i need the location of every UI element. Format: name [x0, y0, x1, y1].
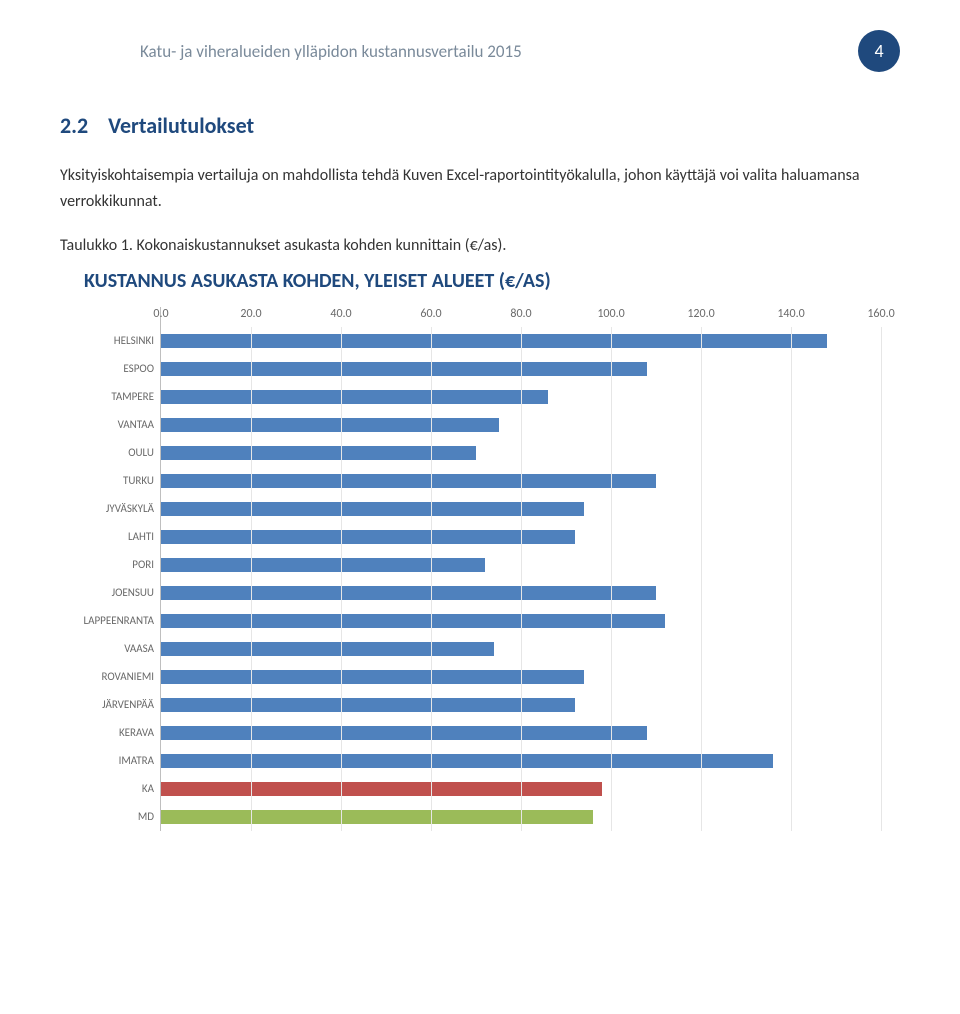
- running-title: Katu- ja viheralueiden ylläpidon kustann…: [60, 41, 522, 62]
- chart-bar-row: [161, 663, 900, 691]
- section-title: Vertailutulokset: [108, 112, 254, 139]
- chart-category-label: ESPOO: [60, 355, 160, 383]
- chart-bar: [161, 782, 602, 796]
- chart-category-label: ROVANIEMI: [60, 663, 160, 691]
- chart-gridline: [611, 327, 612, 831]
- chart-bar-row: [161, 803, 900, 831]
- chart-bar: [161, 726, 647, 740]
- chart-bar-row: [161, 747, 900, 775]
- chart-bar-row: [161, 691, 900, 719]
- chart-x-ticks: 0.020.040.060.080.0100.0120.0140.0160.0: [161, 307, 900, 327]
- cost-per-resident-chart: KUSTANNUS ASUKASTA KOHDEN, YLEISET ALUEE…: [60, 269, 900, 831]
- chart-bar: [161, 418, 499, 432]
- chart-bar-row: [161, 467, 900, 495]
- chart-x-tick-label: 80.0: [510, 307, 531, 321]
- chart-category-label: HELSINKI: [60, 327, 160, 355]
- chart-bars: [161, 327, 900, 831]
- chart-x-tick-label: 160.0: [867, 307, 894, 321]
- chart-x-tick-label: 40.0: [330, 307, 351, 321]
- chart-bar-row: [161, 495, 900, 523]
- chart-category-label: LAHTI: [60, 523, 160, 551]
- chart-category-label: PORI: [60, 551, 160, 579]
- chart-category-label: VANTAA: [60, 411, 160, 439]
- chart-bar: [161, 362, 647, 376]
- chart-bar-row: [161, 355, 900, 383]
- chart-category-label: IMATRA: [60, 747, 160, 775]
- chart-category-label: JÄRVENPÄÄ: [60, 691, 160, 719]
- chart-category-label: MD: [60, 803, 160, 831]
- section-number: 2.2: [60, 112, 88, 139]
- chart-bar: [161, 642, 494, 656]
- chart-gridline: [431, 327, 432, 831]
- chart-x-tick-label: 60.0: [420, 307, 441, 321]
- chart-category-label: TURKU: [60, 467, 160, 495]
- chart-category-label: VAASA: [60, 635, 160, 663]
- chart-bar-row: [161, 607, 900, 635]
- body-paragraph: Yksityiskohtaisempia vertailuja on mahdo…: [60, 163, 900, 214]
- chart-bar-row: [161, 635, 900, 663]
- chart-category-label: OULU: [60, 439, 160, 467]
- chart-x-tick-label: 120.0: [687, 307, 714, 321]
- chart-bar: [161, 334, 827, 348]
- chart-x-tick-label: 100.0: [597, 307, 624, 321]
- chart-category-labels: HELSINKIESPOOTAMPEREVANTAAOULUTURKUJYVÄS…: [60, 307, 160, 831]
- chart-gridline: [251, 327, 252, 831]
- chart-bar: [161, 390, 548, 404]
- chart-bar-row: [161, 579, 900, 607]
- chart-bar-row: [161, 383, 900, 411]
- chart-bar-row: [161, 775, 900, 803]
- chart-x-tick-label: 20.0: [240, 307, 261, 321]
- chart-category-label: TAMPERE: [60, 383, 160, 411]
- page-header: Katu- ja viheralueiden ylläpidon kustann…: [60, 30, 900, 72]
- chart-bar: [161, 754, 773, 768]
- chart-gridline: [521, 327, 522, 831]
- chart-bar: [161, 558, 485, 572]
- chart-bar-row: [161, 327, 900, 355]
- chart-x-tick-label: 0.0: [153, 307, 168, 321]
- chart-bar: [161, 698, 575, 712]
- chart-bar: [161, 810, 593, 824]
- chart-bar: [161, 614, 665, 628]
- chart-category-label: KERAVA: [60, 719, 160, 747]
- section-heading: 2.2 Vertailutulokset: [60, 112, 900, 139]
- page-number-badge: 4: [858, 30, 900, 72]
- chart-bar: [161, 474, 656, 488]
- chart-category-label: JOENSUU: [60, 579, 160, 607]
- chart-bar: [161, 586, 656, 600]
- chart-bar-row: [161, 523, 900, 551]
- table-caption: Taulukko 1. Kokonaiskustannukset asukast…: [60, 236, 900, 255]
- chart-plot-area: 0.020.040.060.080.0100.0120.0140.0160.0: [160, 307, 900, 831]
- page-number: 4: [874, 40, 883, 62]
- chart-gridline: [701, 327, 702, 831]
- chart-bar: [161, 446, 476, 460]
- chart-bar: [161, 530, 575, 544]
- chart-gridline: [881, 327, 882, 831]
- chart-category-label: LAPPEENRANTA: [60, 607, 160, 635]
- chart-category-label: KA: [60, 775, 160, 803]
- chart-bar-row: [161, 411, 900, 439]
- chart-bar-row: [161, 719, 900, 747]
- chart-category-label: JYVÄSKYLÄ: [60, 495, 160, 523]
- chart-gridline: [791, 327, 792, 831]
- chart-bar-row: [161, 439, 900, 467]
- chart-title: KUSTANNUS ASUKASTA KOHDEN, YLEISET ALUEE…: [84, 269, 900, 293]
- chart-bar-row: [161, 551, 900, 579]
- chart-gridline: [341, 327, 342, 831]
- chart-x-tick-label: 140.0: [777, 307, 804, 321]
